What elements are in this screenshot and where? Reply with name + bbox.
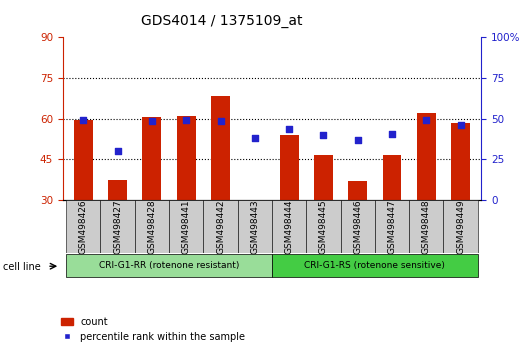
Text: GSM498445: GSM498445 <box>319 199 328 254</box>
Text: GSM498428: GSM498428 <box>147 199 156 254</box>
Bar <box>211 96 230 200</box>
FancyBboxPatch shape <box>237 200 272 253</box>
Text: GSM498444: GSM498444 <box>285 199 293 254</box>
Text: CRI-G1-RS (rotenone sensitive): CRI-G1-RS (rotenone sensitive) <box>304 261 445 269</box>
Point <box>422 118 430 123</box>
Text: cell line: cell line <box>3 262 40 272</box>
Text: GSM498446: GSM498446 <box>353 199 362 254</box>
Point <box>113 148 122 154</box>
FancyBboxPatch shape <box>66 254 272 277</box>
Point <box>319 132 327 138</box>
FancyBboxPatch shape <box>66 200 100 253</box>
Bar <box>451 123 470 200</box>
Text: GSM498447: GSM498447 <box>388 199 396 254</box>
Bar <box>382 155 402 200</box>
Text: CRI-G1-RR (rotenone resistant): CRI-G1-RR (rotenone resistant) <box>99 261 239 269</box>
FancyBboxPatch shape <box>375 200 409 253</box>
FancyBboxPatch shape <box>169 200 203 253</box>
Text: GSM498448: GSM498448 <box>422 199 431 254</box>
Point <box>251 135 259 141</box>
FancyBboxPatch shape <box>135 200 169 253</box>
FancyBboxPatch shape <box>203 200 237 253</box>
Point <box>182 118 190 123</box>
Point <box>457 122 465 128</box>
FancyBboxPatch shape <box>100 200 135 253</box>
Text: GSM498441: GSM498441 <box>181 199 191 254</box>
Bar <box>280 135 299 200</box>
Bar <box>177 116 196 200</box>
FancyBboxPatch shape <box>272 200 306 253</box>
Bar <box>348 181 367 200</box>
Bar <box>108 180 127 200</box>
Text: GSM498442: GSM498442 <box>216 199 225 254</box>
FancyBboxPatch shape <box>272 254 477 277</box>
FancyBboxPatch shape <box>340 200 375 253</box>
Text: GDS4014 / 1375109_at: GDS4014 / 1375109_at <box>141 14 303 28</box>
Point <box>217 118 225 124</box>
Text: GSM498426: GSM498426 <box>79 199 88 254</box>
FancyBboxPatch shape <box>444 200 477 253</box>
Bar <box>74 120 93 200</box>
Bar <box>314 155 333 200</box>
FancyBboxPatch shape <box>306 200 340 253</box>
Bar <box>417 113 436 200</box>
Point <box>285 126 293 132</box>
Legend: count, percentile rank within the sample: count, percentile rank within the sample <box>57 313 249 346</box>
Text: GSM498443: GSM498443 <box>251 199 259 254</box>
Point <box>388 131 396 137</box>
FancyBboxPatch shape <box>409 200 444 253</box>
Point <box>79 118 87 123</box>
Text: GSM498427: GSM498427 <box>113 199 122 254</box>
Point <box>147 118 156 124</box>
Point <box>354 137 362 143</box>
Bar <box>142 117 162 200</box>
Text: GSM498449: GSM498449 <box>456 199 465 254</box>
